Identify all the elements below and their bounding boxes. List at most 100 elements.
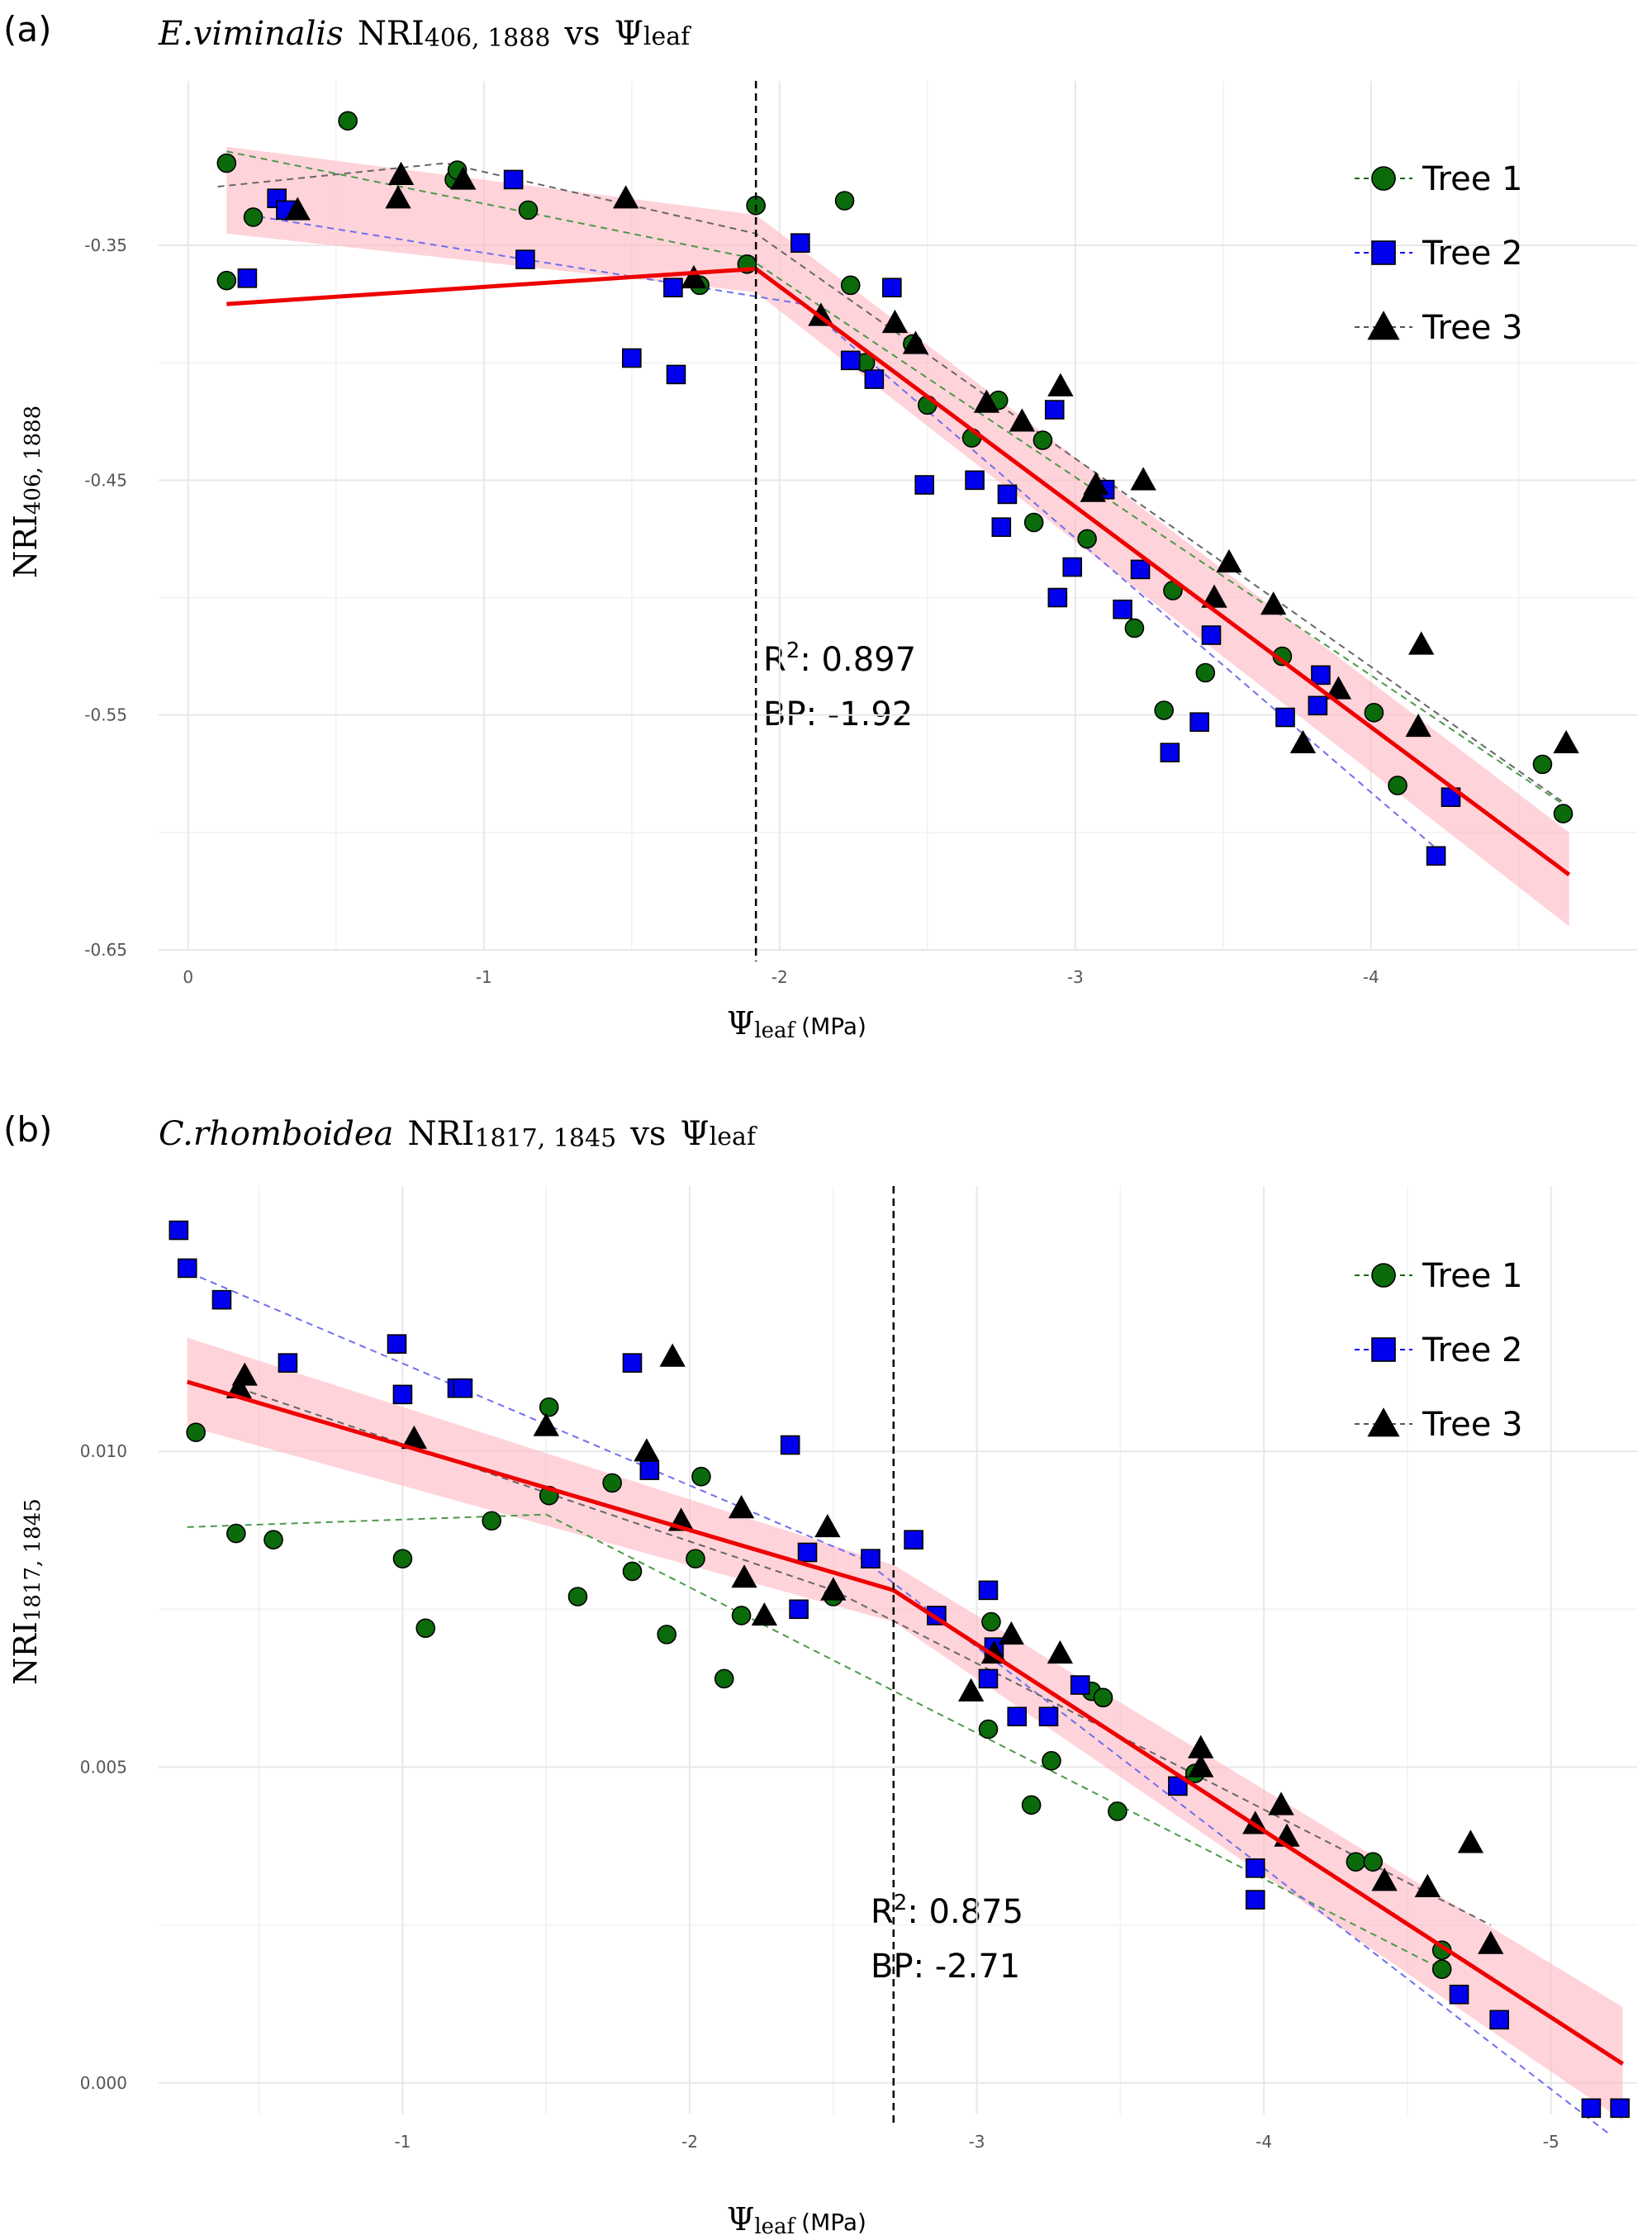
panel-b-legend-label: Tree 1 (1422, 1257, 1523, 1295)
panel-b-tree1-point (392, 1549, 413, 1568)
panel-b-tree2-point (978, 1580, 999, 1601)
panel-a-tree1-point (1154, 700, 1174, 720)
panel-b-tree1-point (567, 1587, 588, 1606)
panel-b-tree1-point (415, 1618, 436, 1639)
panel-a-tree3-point (1405, 713, 1431, 738)
panel-b-confidence-ribbon (187, 1337, 1623, 2121)
panel-b-tree2-point (978, 1668, 999, 1689)
panel-a-legend-key-marker (1367, 311, 1400, 340)
panel-a-tree1-point (1388, 776, 1408, 795)
panel-b-legend: Tree 1 Tree 2 Tree 3 (1355, 1257, 1523, 1444)
panel-a-x-tick-label: 0 (183, 967, 193, 987)
panel-a-title: E.viminalis NRI406, 1888 vs Ψleaf (158, 15, 691, 53)
panel-b-y-axis-label: NRI1817, 1845 (7, 1498, 45, 1685)
panel-a-tree2-fit-line (247, 214, 1446, 857)
panel-b-tree3-point (751, 1602, 778, 1626)
panel-b-tree2-point (639, 1460, 660, 1480)
panel-a-tree2-point (1130, 559, 1151, 580)
panel-b-tree3-point (1371, 1867, 1398, 1891)
panel-b-tree3-point (634, 1438, 660, 1462)
panel-a: (a) E.viminalis NRI406, 1888 vs Ψleaf Ψl… (3, 9, 916, 1043)
panel-b-x-tick-label: -5 (1543, 2132, 1559, 2152)
panel-a-tree2-point (882, 278, 902, 298)
panel-a-tree3-point (902, 330, 929, 354)
panel-b-tree3-point (659, 1343, 686, 1367)
panel-a-y-axis-label: NRI406, 1888 (7, 406, 45, 578)
panel-b-tree2-point (278, 1353, 298, 1373)
panel-b-tree1-point (602, 1473, 622, 1493)
panel-a-legend-key-marker (1371, 240, 1396, 265)
panel-a-tree2-point (840, 350, 861, 371)
panel-b-tree2-point (622, 1353, 643, 1373)
panel-b-tree1-fit-line (187, 1513, 1443, 1971)
panel-b-tree2-point (861, 1549, 881, 1568)
panel-a-tree2-point (991, 517, 1012, 538)
panel-b-tree3-point (1188, 1754, 1214, 1777)
panel-b-tree1-point (622, 1561, 643, 1582)
panel-a-tree1-point (1195, 662, 1216, 683)
panel-a-y-tick-label: -0.65 (84, 940, 127, 960)
panel-a-tree2-point (621, 348, 642, 368)
panel-b-tree1-point (1431, 1959, 1452, 1979)
panel-b-tree1-point (482, 1511, 501, 1531)
panel-a-tree3-point (1047, 373, 1074, 396)
panel-a-tree1-point (338, 111, 358, 131)
panel-b-tree2-point (789, 1599, 809, 1620)
panel-a-tree2-point (914, 475, 935, 495)
panel-a-confidence-ribbon (226, 146, 1569, 927)
panel-b-legend-label: Tree 2 (1422, 1331, 1523, 1369)
panel-b-tree2-point (1489, 2010, 1509, 2030)
panel-a-tree2-point (790, 233, 810, 253)
panel-a-tree1-point (834, 191, 855, 211)
panel-a-tree3-point (1216, 548, 1242, 573)
panel-a-tree3-point (973, 389, 1000, 413)
panel-a-y-tick-label: -0.45 (84, 470, 127, 490)
panel-a-tree2-point (1113, 599, 1132, 619)
panel-a-legend-key-marker (1371, 166, 1396, 191)
panel-a-tree3-point (1260, 591, 1287, 615)
panel-b-x-tick-label: -4 (1256, 2132, 1272, 2152)
panel-b-y-tick-label: 0.010 (80, 1441, 127, 1461)
panel-a-tree3-point (1009, 408, 1036, 432)
panel-a-tree2-point (997, 484, 1018, 505)
panel-a-tree3-point (612, 185, 639, 209)
panel-b-tree3-point (728, 1495, 755, 1519)
panel-a-tree1-point (216, 270, 237, 291)
panel-b: (b) C.rhomboidea NRI1817, 1845 vs Ψleaf … (3, 1109, 1023, 2239)
panel-a-tree2-point (1308, 695, 1328, 716)
panel-a-tree3-fit-line (217, 162, 1567, 805)
panel-a-legend-label: Tree 1 (1422, 160, 1523, 198)
panel-b-legend-label: Tree 3 (1422, 1406, 1523, 1444)
panel-a-label: (a) (3, 9, 52, 50)
panel-a-legend-label: Tree 3 (1422, 309, 1523, 347)
panel-b-tree1-point (691, 1466, 711, 1487)
panel-a-tree2-point (1311, 665, 1331, 686)
panel-b-tree2-point (453, 1378, 473, 1398)
panel-a-tree1-fit-line (226, 150, 1564, 805)
panel-b-tree2-point (1245, 1890, 1265, 1910)
panel-a-tree2-point (503, 169, 524, 190)
panel-b-tree2-point (1007, 1706, 1028, 1727)
panel-a-x-tick-label: -1 (476, 967, 492, 987)
panel-b-tree2-point (1070, 1675, 1090, 1695)
panel-b-title: C.rhomboidea NRI1817, 1845 vs Ψleaf (159, 1115, 757, 1153)
panel-b-tree3-point (957, 1678, 985, 1701)
panel-b-tree3-point (998, 1621, 1024, 1645)
panel-b-tree3-point (1457, 1829, 1484, 1853)
panel-b-tree3-point (1047, 1640, 1074, 1664)
panel-a-tree1-point (840, 275, 861, 296)
panel-b-tree1-point (981, 1611, 1001, 1632)
panel-b-tree2-point (211, 1289, 232, 1310)
panel-a-tree2-point (1047, 587, 1068, 608)
panel-a-r2-annotation: R2: 0.897 (763, 638, 916, 679)
panel-b-tree2-point (904, 1530, 923, 1549)
panel-b-x-tick-label: -2 (681, 2132, 698, 2152)
panel-b-segmented-fit-line (187, 1379, 1624, 2066)
panel-a-tree2-point (1189, 712, 1209, 733)
panel-a-tree2-point (1275, 707, 1295, 728)
panel-a-x-tick-label: -3 (1067, 967, 1084, 987)
panel-b-tree2-point (1610, 2098, 1630, 2119)
panel-a-tree1-point (1124, 618, 1145, 638)
panel-b-tree2-point (1038, 1706, 1059, 1727)
